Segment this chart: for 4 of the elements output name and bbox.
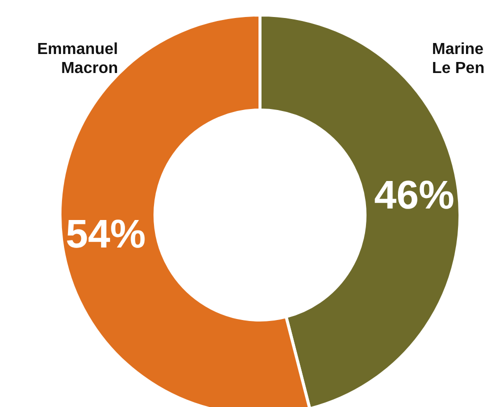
data-label: 54% xyxy=(66,212,146,256)
data-label: 46% xyxy=(374,174,454,218)
slice-label: Marine Le Pen xyxy=(432,41,484,77)
slice-label: Emmanuel Macron xyxy=(37,41,118,77)
